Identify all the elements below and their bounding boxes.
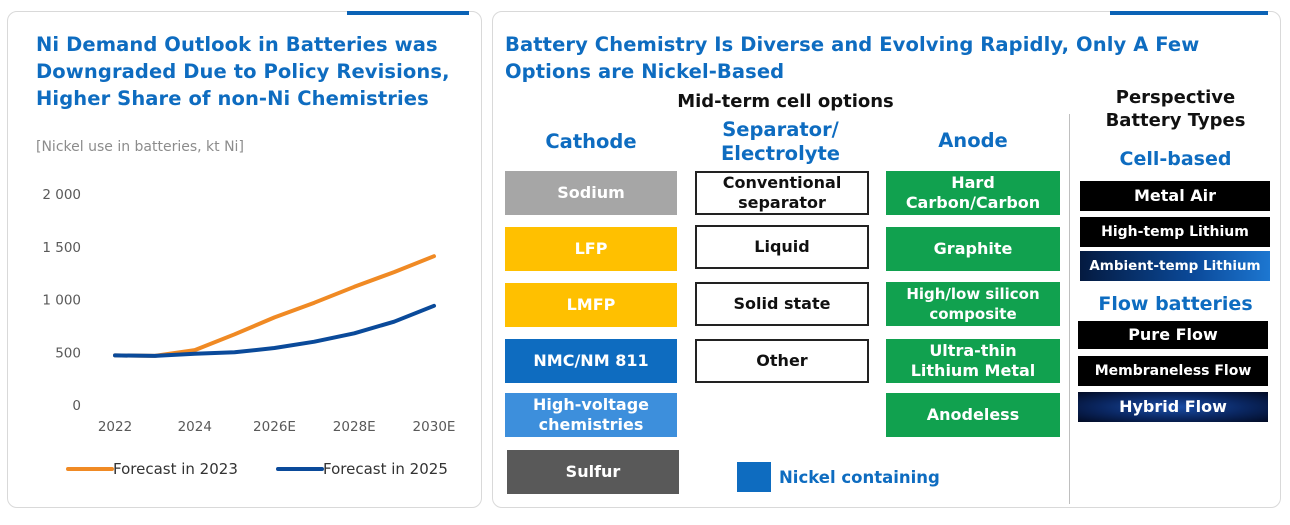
cathode-high-voltage: High-voltage chemistries [505,393,677,437]
cathode-title: Cathode [545,130,637,153]
battery-chemistry-panel: Battery Chemistry Is Diverse and Evolvin… [492,11,1281,508]
panel-accent-bar [1110,11,1268,15]
x-tick-label: 2024 [178,419,212,435]
legend-label-1: Forecast in 2023 [113,460,238,478]
demand-outlook-panel: Ni Demand Outlook in Batteries was Downg… [7,11,482,508]
column-divider [1069,114,1070,504]
separator-title-line-2: Electrolyte [720,142,841,165]
left-title-line-2: Downgraded Due to Policy Revisions, [36,60,450,83]
separator-conventional: Conventional separator [695,171,869,215]
cathode-lfp: LFP [505,227,677,271]
right-panel-title: Battery Chemistry Is Diverse and Evolvin… [505,31,1245,85]
left-title-line-1: Ni Demand Outlook in Batteries was [36,33,438,56]
separator-solid-state: Solid state [695,282,869,326]
separator-title: Separator/ Electrolyte [693,118,868,166]
y-tick-label: 2 000 [42,187,81,203]
separator-other: Other [695,339,869,383]
cell-high-temp-lithium: High-temp Lithium [1080,217,1270,247]
nickel-legend-swatch [737,462,771,492]
series-line-1 [113,254,436,358]
x-tick-label: 2028E [333,419,376,435]
flow-hybrid: Hybrid Flow [1078,392,1268,422]
cathode-nmc: NMC/NM 811 [505,339,677,383]
anode-lithium-metal: Ultra-thin Lithium Metal [886,339,1060,383]
cathode-sulfur: Sulfur [507,450,679,494]
series-line-2 [113,303,436,358]
right-title-line-2: Options are Nickel-Based [505,60,785,83]
flow-batteries-title: Flow batteries [1098,293,1253,315]
perspective-header: Perspective Battery Types [1078,86,1273,132]
nickel-demand-line-chart: 0 500 1 000 1 500 2 000 2022 2024 2026E 2028E 203… [42,187,456,478]
panel-accent-bar [347,11,469,15]
midterm-header: Mid-term cell options [677,91,894,112]
flow-pure: Pure Flow [1078,321,1268,349]
x-tick-label: 2026E [253,419,296,435]
separator-liquid: Liquid [695,225,869,269]
anode-anodeless: Anodeless [886,393,1060,437]
y-tick-label: 500 [55,345,81,361]
separator-title-line-1: Separator/ [722,118,839,141]
flow-membraneless: Membraneless Flow [1078,356,1268,386]
cell-based-title: Cell-based [1119,148,1232,170]
left-title-line-3: Higher Share of non-Ni Chemistries [36,87,429,110]
y-tick-label: 1 500 [42,240,81,256]
anode-silicon-composite: High/low silicon composite [886,282,1060,326]
cell-metal-air: Metal Air [1080,181,1270,211]
chart-unit-label: [Nickel use in batteries, kt Ni] [36,139,244,155]
nickel-legend-label: Nickel containing [779,468,940,487]
y-tick-label: 0 [72,398,81,414]
perspective-header-line-1: Perspective [1115,87,1236,108]
cathode-sodium: Sodium [505,171,677,215]
anode-hard-carbon: Hard Carbon/Carbon [886,171,1060,215]
y-tick-label: 1 000 [42,293,81,309]
x-tick-label: 2030E [413,419,456,435]
legend-label-2: Forecast in 2025 [323,460,448,478]
x-tick-label: 2022 [98,419,132,435]
left-panel-title: Ni Demand Outlook in Batteries was Downg… [36,31,476,112]
cathode-lmfp: LMFP [505,283,677,327]
right-title-line-1: Battery Chemistry Is Diverse and Evolvin… [505,33,1200,56]
anode-title: Anode [938,129,1008,152]
cell-ambient-temp-lithium: Ambient-temp Lithium [1080,251,1270,281]
perspective-header-line-2: Battery Types [1105,110,1246,131]
anode-graphite: Graphite [886,227,1060,271]
